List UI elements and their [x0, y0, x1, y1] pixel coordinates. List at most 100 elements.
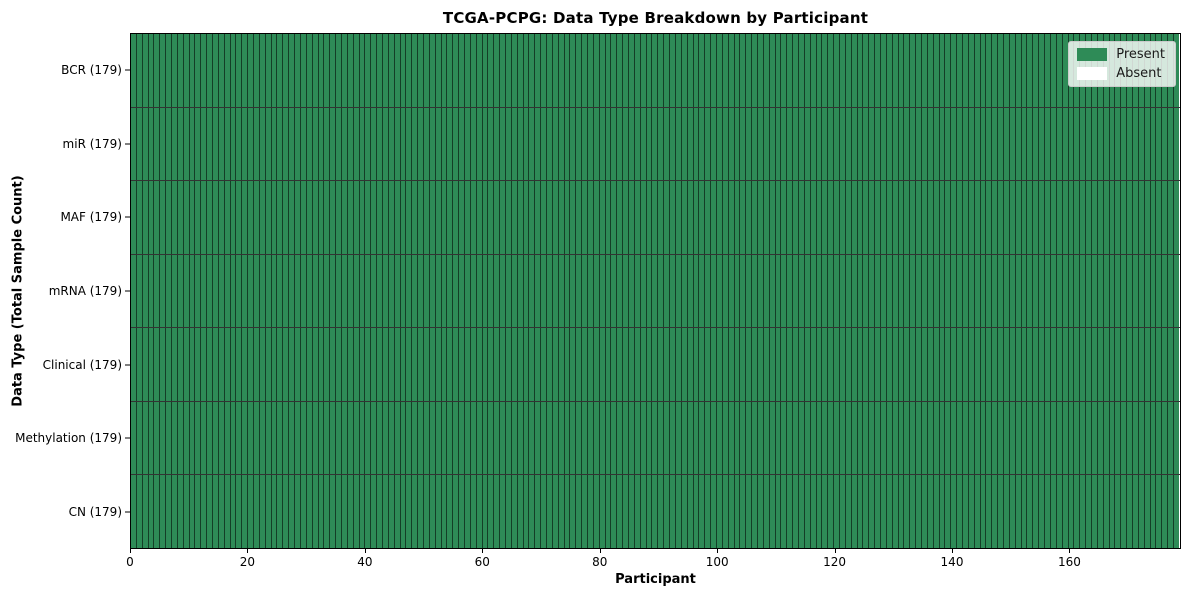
heatmap-cell	[283, 34, 290, 107]
heatmap-cell	[306, 475, 313, 549]
heatmap-cell	[236, 401, 243, 475]
heatmap-cell	[494, 34, 501, 107]
heatmap-cell	[1039, 34, 1046, 107]
heatmap-cell	[939, 401, 946, 475]
heatmap-cell	[593, 107, 600, 181]
heatmap-cell	[998, 254, 1005, 328]
y-tick-label: mRNA (179)	[48, 284, 122, 298]
heatmap-cell	[242, 475, 249, 549]
heatmap-cell	[371, 34, 378, 107]
heatmap-cell	[822, 401, 829, 475]
heatmap-cell	[875, 401, 881, 475]
heatmap-cell	[588, 254, 594, 328]
heatmap-cell	[787, 328, 794, 401]
heatmap-cell	[611, 254, 618, 328]
heatmap-cell	[453, 34, 460, 107]
heatmap-cell	[189, 107, 196, 181]
heatmap-cell	[769, 181, 776, 254]
heatmap-cell	[1050, 475, 1057, 549]
heatmap-cell	[875, 475, 881, 549]
heatmap-cell	[318, 254, 325, 328]
heatmap-cell	[1068, 254, 1075, 328]
heatmap-cell	[681, 34, 688, 107]
heatmap-cell	[1156, 107, 1163, 181]
heatmap-cell	[201, 328, 208, 401]
heatmap-cell	[916, 254, 923, 328]
x-axis-label: Participant	[615, 572, 696, 587]
heatmap-cell	[1173, 107, 1179, 181]
heatmap-cell	[757, 254, 764, 328]
heatmap-cell	[933, 254, 940, 328]
heatmap-cell	[617, 34, 624, 107]
heatmap-cell	[371, 181, 378, 254]
heatmap-cell	[1109, 401, 1116, 475]
heatmap-cell	[605, 475, 612, 549]
heatmap-cell	[1039, 475, 1046, 549]
heatmap-cell	[506, 181, 512, 254]
heatmap-cell	[435, 181, 442, 254]
heatmap-cell	[283, 401, 290, 475]
y-tick-mark	[125, 364, 130, 366]
heatmap-cell	[283, 107, 290, 181]
heatmap-cell	[1074, 475, 1081, 549]
heatmap-cell	[1039, 401, 1046, 475]
heatmap-cell	[506, 328, 512, 401]
heatmap-cell	[793, 328, 799, 401]
heatmap-cell	[857, 328, 864, 401]
heatmap-cell	[377, 34, 383, 107]
heatmap-cell	[423, 254, 430, 328]
heatmap-cell	[1103, 475, 1110, 549]
x-tick-label: 0	[126, 555, 134, 569]
heatmap-cell	[787, 254, 794, 328]
heatmap-cell	[388, 401, 395, 475]
heatmap-cell	[722, 34, 729, 107]
heatmap-cell	[734, 254, 741, 328]
heatmap-cell	[500, 34, 506, 107]
heatmap-cell	[986, 401, 993, 475]
heatmap-cell	[347, 34, 354, 107]
heatmap-cell	[213, 401, 219, 475]
heatmap-cell	[927, 254, 934, 328]
heatmap-cell	[1039, 254, 1046, 328]
heatmap-cell	[775, 475, 782, 549]
heatmap-cell	[377, 181, 383, 254]
heatmap-cell	[927, 107, 934, 181]
heatmap-cell	[875, 254, 881, 328]
heatmap-cell	[640, 107, 647, 181]
heatmap-cell	[757, 181, 764, 254]
heatmap-cell	[447, 34, 454, 107]
legend-label: Present	[1116, 47, 1165, 62]
heatmap-cell	[910, 328, 917, 401]
heatmap-cell	[248, 107, 255, 181]
heatmap-cell	[986, 34, 993, 107]
heatmap-cell	[441, 475, 448, 549]
x-tick-label: 20	[239, 555, 256, 569]
heatmap-cell	[265, 34, 272, 107]
heatmap-cell	[828, 181, 835, 254]
heatmap-cell	[1132, 328, 1139, 401]
heatmap-cell	[781, 254, 788, 328]
heatmap-cell	[1115, 107, 1122, 181]
legend-label: Absent	[1116, 66, 1162, 81]
heatmap-cell	[500, 401, 506, 475]
heatmap-cell	[1127, 328, 1133, 401]
heatmap-cell	[330, 181, 337, 254]
heatmap-cell	[131, 34, 137, 107]
heatmap-cell	[863, 401, 870, 475]
heatmap-cell	[207, 475, 214, 549]
heatmap-cell	[593, 475, 600, 549]
heatmap-cell	[1121, 181, 1128, 254]
heatmap-cell	[617, 181, 624, 254]
heatmap-cell	[166, 254, 173, 328]
heatmap-cell	[939, 475, 946, 549]
heatmap-cell	[798, 254, 805, 328]
heatmap-cell	[306, 401, 313, 475]
heatmap-cell	[558, 475, 565, 549]
heatmap-cell	[552, 107, 559, 181]
heatmap-cell	[617, 328, 624, 401]
heatmap-cell	[1173, 34, 1179, 107]
heatmap-cell	[927, 328, 934, 401]
heatmap-cell	[482, 475, 489, 549]
heatmap-cell	[752, 328, 758, 401]
heatmap-cell	[324, 254, 331, 328]
